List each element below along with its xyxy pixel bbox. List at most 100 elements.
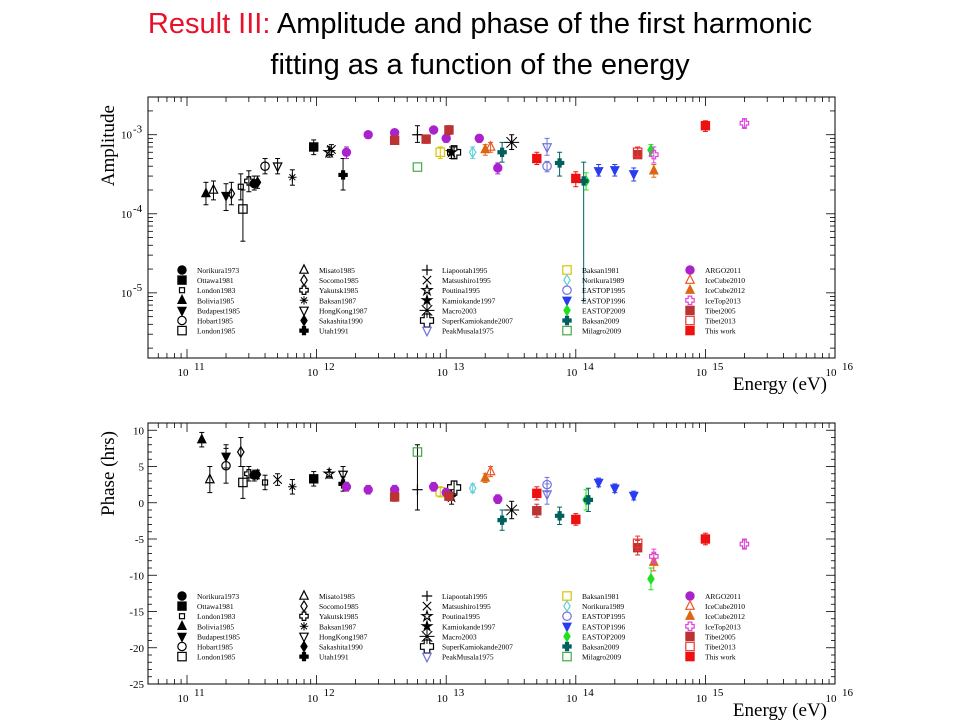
legend-marker [177,641,187,652]
legend-marker [178,287,186,294]
legend: Norikura1973Ottawa1981London1983Bolivia1… [176,589,745,664]
data-point [648,164,659,175]
series-bolivia1985 [196,431,207,448]
data-point [468,481,477,495]
legend-marker [685,621,695,632]
legend-label: Misato1985 [319,266,355,275]
legend-marker [685,265,695,275]
legend-label: Budapest1985 [197,632,240,641]
y-tick-label: 5 [139,462,145,474]
series-bolivia1985 [200,181,211,206]
legend-label: Baksan1981 [582,266,619,275]
series-yakutsk1985 [244,170,254,193]
legend-label: Utah1991 [319,327,349,336]
legend-marker [685,631,695,642]
y-tick-label: 10 [121,130,133,142]
legend-marker [177,651,187,662]
data-point [480,143,491,154]
data-point [700,534,711,544]
data-point [647,572,655,586]
legend-marker [299,622,309,631]
legend-marker [420,282,434,297]
data-point [446,480,462,495]
legend-marker [685,295,695,306]
data-point [593,478,604,489]
data-point [632,538,643,549]
data-point [739,118,750,128]
legend-marker [684,609,696,620]
legend-label: Tibet2013 [705,643,736,652]
series-ottawa1981 [309,471,319,487]
data-point [493,494,503,504]
legend-label: Baksan1981 [582,592,619,601]
series-icecube2010 [485,140,496,153]
data-point [421,134,431,144]
y-tick-label: 10 [121,288,133,300]
x-tick-exponent: 13 [453,361,465,373]
legend-marker [300,640,308,653]
legend-marker [685,591,695,601]
legend-marker [176,293,188,304]
series-eastop1996 [593,164,639,182]
data-point [542,479,552,490]
legend-marker [176,619,188,630]
data-point [238,477,248,488]
legend-marker [563,599,571,613]
data-point [497,515,507,525]
legend-label: Kamiokande1997 [442,622,496,631]
legend-label: Norikura1989 [582,602,624,611]
legend-marker [420,608,434,623]
title-prefix: Result III: [147,8,271,40]
data-point [261,479,269,486]
legend-label: Yakutsk1985 [319,612,358,621]
legend-marker [300,314,308,327]
series-milagro2009 [412,162,423,172]
legend-label: EASTOP1995 [582,286,625,295]
legend-label: EASTOP1996 [582,622,625,631]
x-tick-exponent: 11 [194,361,205,373]
legend-marker [176,632,188,643]
y-tick-label: -25 [129,679,144,691]
data-point [412,447,423,457]
legend-label: HongKong1987 [319,632,368,641]
legend-label: EASTOP1995 [582,612,625,621]
series-macro2003 [504,500,520,520]
data-point [322,144,337,159]
series-icetop2013 [649,118,750,164]
legend-marker [299,611,309,621]
data-point [554,511,565,521]
legend-marker [685,325,695,336]
series-icecube2010 [485,465,496,478]
legend-label: Milagro2009 [582,327,621,336]
y-axis-label: Phase (hrs) [98,431,119,516]
x-tick-label: 10 [307,367,319,379]
data-point [444,125,454,135]
x-tick-exponent: 11 [194,687,205,699]
data-point [532,488,542,499]
data-point [700,121,711,131]
series-utah1991 [338,158,348,191]
legend-marker [177,325,187,336]
series-socomo1985 [236,437,245,467]
data-point [204,473,216,484]
data-point [428,482,439,492]
series-baksan2009 [497,141,589,302]
data-point [363,485,373,495]
series-icecube2012 [480,471,659,572]
legend-marker [685,641,695,652]
legend-label: Norikura1973 [197,266,239,275]
series-sakashita1990 [253,175,262,189]
legend-marker [419,302,435,318]
data-point [647,143,655,157]
series-hobart1985 [221,447,231,484]
series-hongkong1987 [272,158,283,175]
x-tick-label: 10 [437,693,449,705]
x-tick-label: 10 [826,693,838,705]
data-point [322,466,337,480]
x-tick-label: 10 [696,367,708,379]
series-tibet2013 [632,146,643,160]
legend-label: Sakashita1990 [319,317,363,326]
legend-marker [562,265,572,275]
legend-label: Budapest1985 [197,306,240,315]
